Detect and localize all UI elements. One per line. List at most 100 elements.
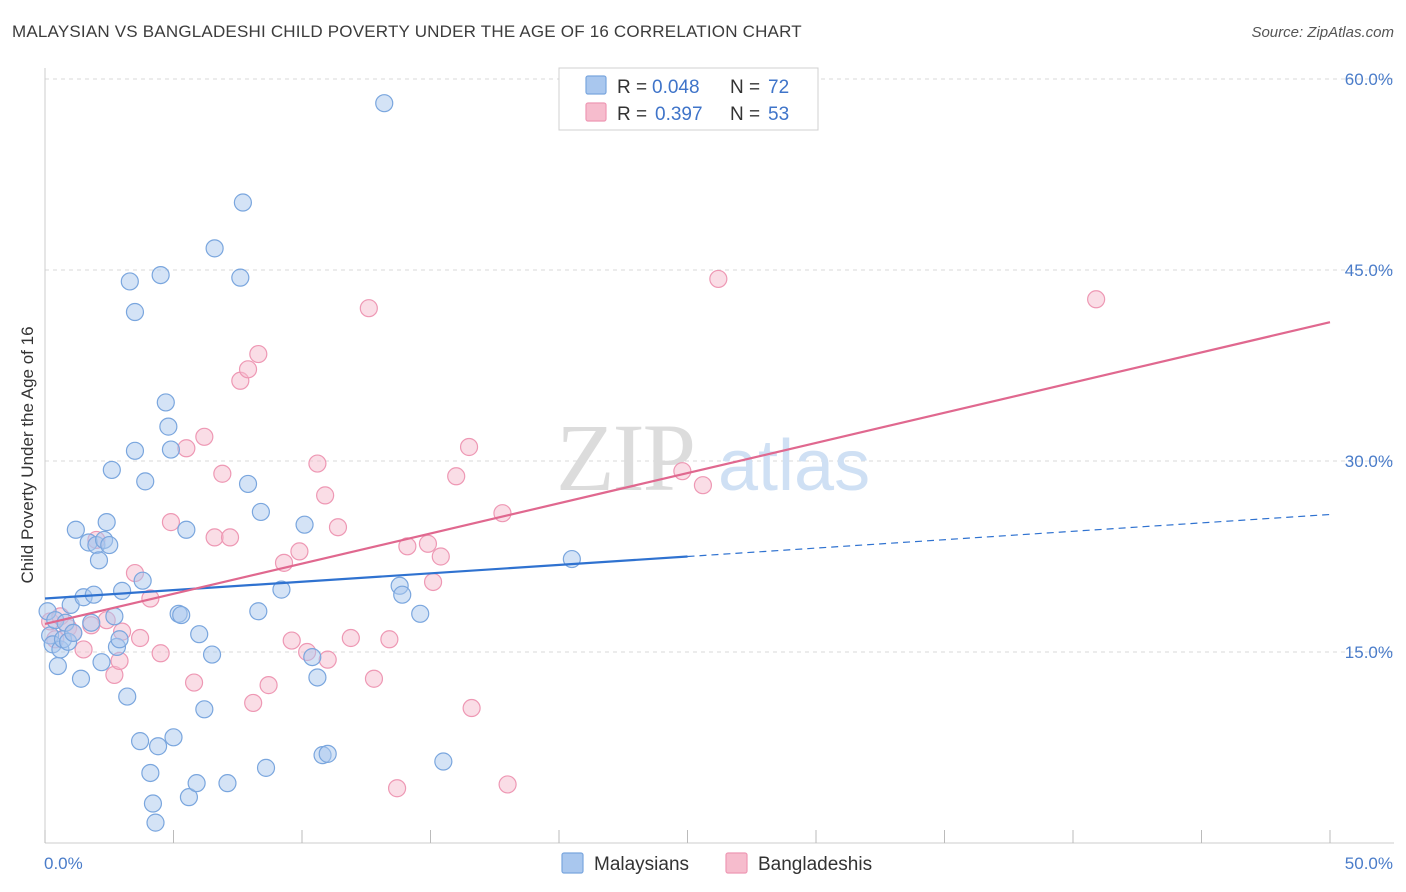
malaysian-point-53 <box>218 774 237 793</box>
bangladeshi-point-42 <box>418 534 438 553</box>
malaysian-point-47 <box>179 788 199 807</box>
bangladeshi-point-44 <box>431 547 450 566</box>
malaysian-point-54 <box>231 268 250 287</box>
malaysian-point-70 <box>434 752 453 771</box>
bangladeshi-point-34 <box>318 650 337 669</box>
malaysian-point-28 <box>118 687 137 706</box>
bangladeshi-point-53 <box>1087 290 1106 309</box>
malaysian-point-23 <box>102 460 121 480</box>
malaysian-point-22 <box>100 535 119 555</box>
bangladeshi-point-18 <box>184 673 204 692</box>
bangladeshi-trend-line <box>44 321 1331 626</box>
malaysian-point-36 <box>143 794 163 813</box>
bangladeshi-point-24 <box>238 360 258 379</box>
legend-stats: R = 0.048 N = 72 R = 0.397 N = 53 <box>558 67 819 131</box>
bangladeshi-point-49 <box>498 775 517 794</box>
malaysian-point-18 <box>89 551 109 570</box>
chart-source: Source: ZipAtlas.com <box>1251 24 1394 41</box>
malaysian-points <box>38 94 581 832</box>
bangladeshi-point-29 <box>282 631 301 650</box>
bangladeshi-point-37 <box>359 299 378 318</box>
y-tick-label-30: 30.0% <box>1345 452 1393 471</box>
trend-lines <box>44 321 1331 626</box>
bangladeshi-point-20 <box>205 528 224 547</box>
malaysian-point-21 <box>97 513 116 532</box>
legend-bottom-label-bangladeshi: Bangladeshis <box>758 854 872 875</box>
bangladeshi-point-48 <box>493 504 512 523</box>
malaysian-point-62 <box>303 647 322 667</box>
legend-bottom-label-malaysian: Malaysians <box>594 854 689 875</box>
y-tick-label-45: 45.0% <box>1345 261 1393 280</box>
legend-series: Malaysians Bangladeshis <box>561 852 872 875</box>
y-axis-label: Child Poverty Under the Age of 16 <box>18 326 37 583</box>
malaysian-point-4 <box>48 656 67 676</box>
bangladeshi-point-39 <box>380 630 399 649</box>
malaysian-point-55 <box>233 193 252 212</box>
malaysian-point-51 <box>202 645 222 664</box>
bangladeshi-point-43 <box>423 572 443 592</box>
bangladeshi-point-30 <box>290 542 309 561</box>
legend-bottom-swatch-bangladeshi <box>725 852 748 874</box>
watermark-atlas: atlas <box>718 426 870 506</box>
axis-layer: 0.0% 50.0% <box>44 68 1394 873</box>
malaysian-point-41 <box>159 417 178 436</box>
bangladeshi-point-47 <box>462 698 481 718</box>
bangladeshi-point-40 <box>387 779 407 798</box>
malaysian-point-66 <box>375 94 394 113</box>
malaysian-point-11 <box>66 520 85 539</box>
bangladeshi-point-32 <box>308 454 327 473</box>
bangladeshi-point-26 <box>249 344 268 364</box>
malaysian-point-19 <box>92 653 111 672</box>
malaysian-point-38 <box>148 737 168 756</box>
malaysian-point-61 <box>295 515 314 534</box>
malaysian-point-15 <box>82 613 101 632</box>
y-tick-label-15: 15.0% <box>1345 643 1393 662</box>
malaysian-point-69 <box>411 604 430 623</box>
bangladeshi-point-35 <box>328 518 348 537</box>
legend-r-value-1: 0.048 <box>652 77 700 98</box>
bangladeshi-point-16 <box>161 513 181 532</box>
legend-r-label-1: R = <box>617 77 647 98</box>
malaysian-point-42 <box>161 440 181 459</box>
malaysian-point-24 <box>105 607 124 626</box>
malaysian-point-57 <box>249 602 268 621</box>
malaysian-point-63 <box>308 668 327 687</box>
y-tick-label-60: 60.0% <box>1345 70 1393 89</box>
bangladeshi-point-52 <box>709 269 728 289</box>
legend-bottom-swatch-malaysian <box>561 852 584 874</box>
bangladeshi-point-22 <box>220 528 240 547</box>
bangladeshi-point-17 <box>177 439 196 458</box>
malaysian-point-35 <box>141 763 160 783</box>
malaysian-point-45 <box>172 605 191 625</box>
malaysian-point-32 <box>130 732 150 751</box>
bangladeshi-point-13 <box>130 628 150 648</box>
malaysian-point-12 <box>71 669 91 688</box>
bangladeshi-point-5 <box>74 640 93 659</box>
legend-n-label-1: N = <box>730 77 760 98</box>
legend-n-label-2: N = <box>730 104 760 125</box>
bangladeshi-point-19 <box>195 427 214 446</box>
watermark: ZIP atlas <box>556 404 870 511</box>
malaysian-point-43 <box>164 728 183 747</box>
bangladeshi-point-25 <box>244 693 263 713</box>
bangladeshi-point-50 <box>673 462 692 481</box>
bangladeshi-point-38 <box>364 669 384 688</box>
malaysian-point-27 <box>112 581 132 600</box>
malaysian-point-26 <box>110 630 129 649</box>
malaysian-point-68 <box>393 585 412 604</box>
bangladeshi-point-36 <box>341 628 360 648</box>
x-tick-label-max: 50.0% <box>1345 854 1393 873</box>
bangladeshi-point-21 <box>213 464 232 483</box>
malaysian-point-50 <box>195 700 214 719</box>
malaysian-point-56 <box>238 474 258 494</box>
malaysian-point-37 <box>146 813 165 832</box>
chart-title: MALAYSIAN VS BANGLADESHI CHILD POVERTY U… <box>12 22 802 41</box>
malaysian-point-29 <box>120 272 139 291</box>
watermark-zip: ZIP <box>556 404 694 511</box>
malaysian-point-59 <box>256 758 276 777</box>
malaysian-point-48 <box>187 774 206 793</box>
legend-r-value-2: 0.397 <box>655 104 703 125</box>
malaysian-point-60 <box>272 580 291 599</box>
malaysian-point-40 <box>156 393 175 412</box>
